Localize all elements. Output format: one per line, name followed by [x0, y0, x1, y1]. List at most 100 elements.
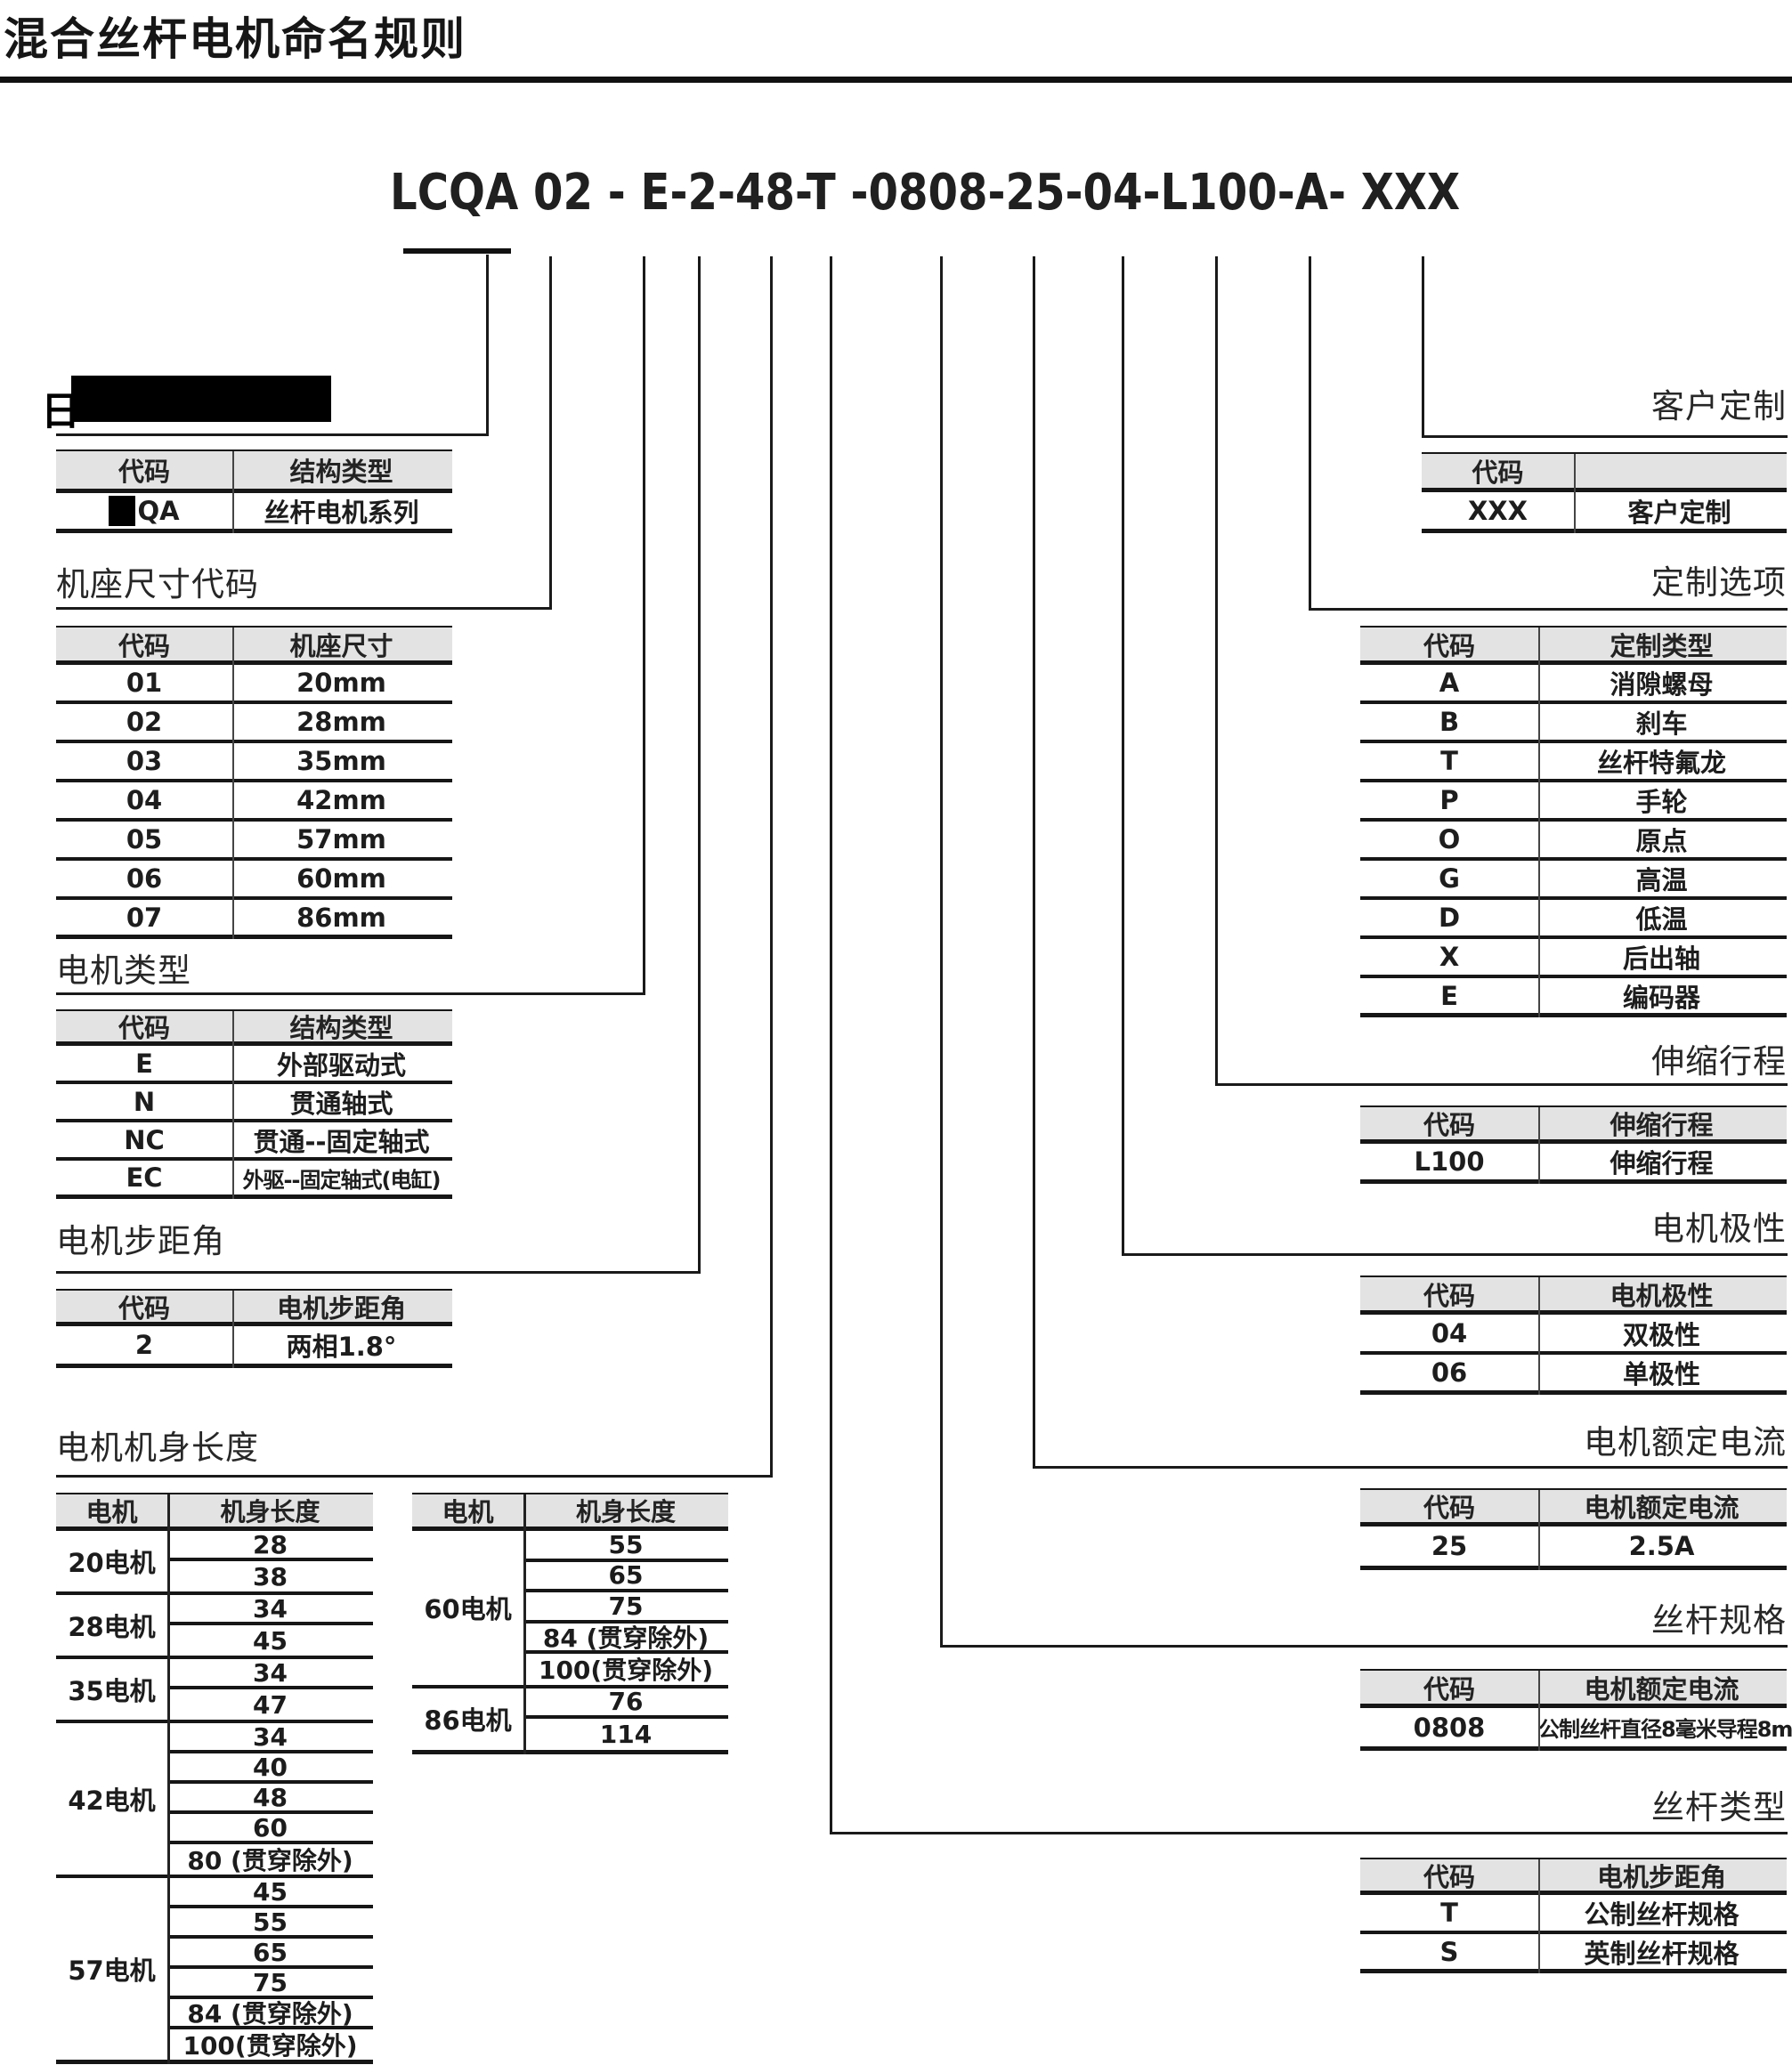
table-screw-type: 代码 电机步距角 T 公制丝杆规格 S 英制丝杆规格 [1360, 1858, 1787, 1973]
column-header-rated-current: 电机额定电流 [1584, 1493, 1739, 1523]
table-row: 05 57mm [56, 822, 452, 861]
cell-value: 伸缩行程 [1610, 1148, 1714, 1178]
cell-code: B [1439, 707, 1460, 737]
table-row: 04 42mm [56, 782, 452, 822]
cell-code: 04 [1431, 1317, 1468, 1348]
column-header-code: 代码 [118, 630, 170, 661]
column-divider [1574, 454, 1576, 533]
connector-v-screw-spec [940, 256, 943, 1645]
cell-series-code-text: QA [137, 496, 180, 526]
cell-code: 0808 [1413, 1712, 1486, 1743]
cell-code: 06 [126, 863, 163, 894]
cell-value: 公制丝杆规格 [1584, 1899, 1739, 1930]
cell-value: 外驱--固定轴式(电缸) [242, 1167, 442, 1193]
cell-value: 后出轴 [1622, 943, 1700, 974]
column-header-custom-type: 定制类型 [1610, 630, 1714, 661]
cell-value: 外部驱动式 [276, 1049, 406, 1081]
column-header-polarity: 电机极性 [1610, 1280, 1714, 1311]
cell-code: 04 [126, 785, 163, 815]
cell-length: 60 [167, 1813, 373, 1844]
cell-code: E [1440, 980, 1458, 1011]
table-motor-type: 代码 结构类型 E 外部驱动式 N 贯通轴式 NC 贯通--固定轴式 EC 外驱--固定… [56, 1009, 452, 1199]
table-row: E 外部驱动式 [56, 1046, 452, 1084]
table-step-angle: 代码 电机步距角 2 两相1.8° [56, 1289, 452, 1368]
table-row: 02 28mm [56, 704, 452, 743]
cell-code: A [1439, 668, 1460, 698]
cell-value: 单极性 [1622, 1359, 1700, 1389]
table-header-row: 代码 结构类型 [56, 451, 452, 493]
table-header-row: 代码 电机极性 [1360, 1277, 1787, 1315]
cell-value: 双极性 [1622, 1319, 1700, 1350]
cell-length: 100(贯穿除外) [182, 2031, 358, 2061]
column-header-stroke: 伸缩行程 [1610, 1110, 1714, 1140]
redaction-box-small [109, 496, 136, 526]
cell-value: 57mm [296, 824, 386, 854]
connector-v-custom [1422, 256, 1424, 435]
table-row: 25 2.5A [1360, 1526, 1787, 1570]
connector-h-polarity [1122, 1253, 1788, 1256]
cell-motor: 60电机 [424, 1594, 512, 1625]
cell-value: 原点 [1635, 826, 1688, 856]
table-row: 2 两相1.8° [56, 1326, 452, 1368]
cell-motor: 35电机 [68, 1676, 156, 1706]
connector-v-body-length [770, 256, 773, 1475]
cell-value: 60mm [296, 863, 386, 894]
cell-code: 25 [1431, 1531, 1468, 1561]
cell-code: T [1440, 746, 1458, 776]
column-header-body-length: 机身长度 [575, 1497, 676, 1526]
column-divider [232, 451, 234, 533]
table-custom: 代码 XXX 客户定制 [1422, 452, 1787, 533]
cell-value: 手轮 [1635, 787, 1688, 817]
table-row: EC 外驱--固定轴式(电缸) [56, 1161, 452, 1199]
cell-value: 高温 [1635, 865, 1688, 895]
column-header-structure-type: 结构类型 [289, 1013, 393, 1043]
table-row: B 刹车 [1360, 704, 1787, 743]
connector-v-screw-type [830, 256, 832, 1832]
connector-v-rated-current [1033, 256, 1035, 1466]
cell-motor: 57电机 [68, 1956, 156, 1986]
cell-length: 47 [253, 1689, 288, 1720]
cell-motor: 28电机 [68, 1612, 156, 1642]
table-header-row: 电机 机身长度 [412, 1494, 728, 1531]
table-header-row: 代码 结构类型 [56, 1011, 452, 1046]
column-header-body-length: 机身长度 [220, 1497, 320, 1526]
cell-code: E [135, 1048, 153, 1079]
cell-length: 65 [523, 1560, 728, 1592]
heading-step-angle: 电机步距角 [56, 1222, 225, 1260]
table-rated-current: 代码 电机额定电流 25 2.5A [1360, 1488, 1787, 1570]
table-header-row: 代码 定制类型 [1360, 628, 1787, 665]
cell-length: 65 [167, 1938, 373, 1969]
cell-code: N [133, 1086, 156, 1117]
cell-code: X [1439, 942, 1460, 972]
cell-code: L100 [1414, 1146, 1485, 1177]
part-number-underline [403, 248, 511, 254]
motor-group-20: 20电机 28 38 [56, 1530, 373, 1595]
column-divider [1538, 1859, 1540, 1973]
redaction-box [71, 376, 331, 422]
heading-stroke: 伸缩行程 [1651, 1042, 1787, 1081]
cell-value: 公制丝杆直径8毫米导程8mm [1538, 1717, 1792, 1742]
column-divider [167, 1494, 170, 2064]
heading-motor-type: 电机类型 [56, 952, 191, 990]
cell-value: 英制丝杆规格 [1584, 1938, 1739, 1969]
table-screw-spec: 代码 电机额定电流 0808 公制丝杆直径8毫米导程8mm [1360, 1669, 1792, 1751]
cell-code: EC [126, 1162, 163, 1193]
cell-code: D [1438, 903, 1461, 933]
cell-value: 丝杆特氟龙 [1596, 748, 1726, 778]
cell-value: 刹车 [1635, 709, 1688, 739]
column-header-motor: 电机 [442, 1497, 494, 1527]
column-header-code: 代码 [1423, 1110, 1475, 1140]
table-series: 代码 结构类型 QA 丝杆电机系列 [56, 449, 452, 533]
cell-length: 76 [523, 1687, 728, 1719]
table-row: S 英制丝杆规格 [1360, 1934, 1787, 1973]
column-divider [1538, 1671, 1540, 1751]
connector-h-custom [1422, 435, 1788, 438]
connector-v-stroke [1215, 256, 1218, 1083]
table-body-length-a: 电机 机身长度 20电机 28 38 28电机 34 45 35电机 34 47 [56, 1493, 373, 2064]
table-header-row: 代码 机座尺寸 [56, 628, 452, 665]
cell-value: 两相1.8° [286, 1332, 397, 1362]
heading-custom: 客户定制 [1651, 387, 1787, 425]
motor-group-86: 86电机 76 114 [412, 1687, 728, 1754]
cell-length: 55 [523, 1530, 728, 1562]
